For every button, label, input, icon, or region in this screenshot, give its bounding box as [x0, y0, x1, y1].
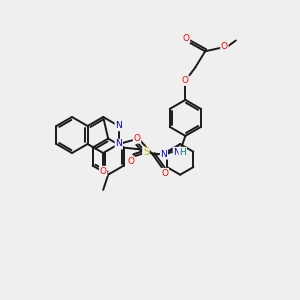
Text: N: N	[173, 148, 180, 157]
Text: S: S	[143, 147, 149, 158]
Text: O: O	[128, 157, 134, 166]
Text: O: O	[221, 42, 228, 51]
Text: O: O	[182, 34, 190, 43]
Text: N: N	[160, 150, 167, 159]
Text: O: O	[161, 169, 168, 178]
Text: O: O	[182, 76, 189, 85]
Text: N: N	[116, 122, 122, 130]
Text: H: H	[179, 148, 186, 157]
Text: O: O	[134, 134, 140, 143]
Text: O: O	[100, 167, 107, 176]
Text: N: N	[116, 140, 122, 148]
